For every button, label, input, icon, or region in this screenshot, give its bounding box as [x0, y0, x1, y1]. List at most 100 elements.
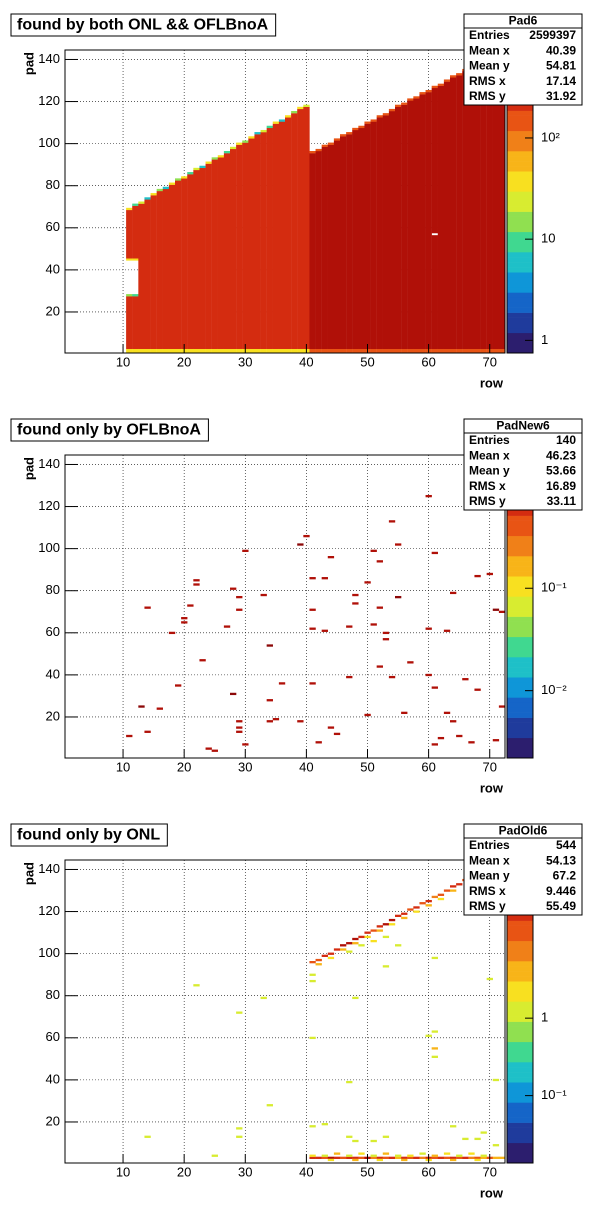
cell: [370, 121, 377, 349]
cell: [199, 165, 206, 169]
x-axis-label: row: [480, 1185, 504, 1200]
cell: [450, 348, 457, 354]
cell: [230, 692, 237, 696]
y-tick-label: 140: [38, 456, 60, 471]
cell: [333, 1156, 341, 1159]
cell: [480, 1131, 487, 1134]
cell: [303, 106, 310, 349]
cell: [260, 129, 267, 133]
cell: [346, 1135, 353, 1138]
stats-value: 140: [556, 433, 576, 447]
cell: [327, 144, 335, 349]
cell: [333, 348, 341, 354]
cell: [309, 682, 316, 685]
x-tick-label: 30: [238, 759, 252, 774]
cell: [309, 1156, 316, 1159]
stats-value: 2599397: [529, 28, 576, 42]
y-axis-label: pad: [21, 457, 36, 480]
y-axis-label: pad: [21, 52, 36, 75]
colorbar-step: [507, 206, 533, 212]
cell: [382, 638, 390, 641]
cell: [211, 1154, 218, 1157]
colorbar-step: [507, 1031, 533, 1038]
cell: [443, 79, 451, 82]
colorbar-step: [507, 171, 533, 177]
cell: [272, 348, 280, 354]
cell: [321, 629, 328, 632]
colorbar-step: [507, 687, 533, 693]
cell: [260, 593, 267, 597]
cell: [211, 348, 218, 354]
cell: [138, 203, 145, 349]
colorbar-step: [507, 1102, 533, 1108]
cell: [309, 1036, 316, 1040]
colorbar-step: [507, 262, 533, 268]
cell: [358, 1152, 365, 1155]
cell: [437, 83, 445, 86]
stats-value: 16.89: [546, 479, 576, 493]
cell: [431, 956, 438, 960]
cell: [450, 720, 457, 723]
cell: [132, 294, 139, 297]
colorbar-step: [507, 747, 533, 754]
colorbar-step: [507, 636, 533, 643]
cell: [211, 159, 218, 349]
colorbar-step: [507, 130, 533, 137]
colorbar-step: [507, 510, 533, 516]
y-tick-label: 100: [38, 135, 60, 150]
chart-title: found only by OFLBnoA: [17, 422, 201, 439]
cell: [230, 148, 237, 349]
colorbar-step: [507, 601, 533, 607]
frame-bg: [65, 455, 505, 758]
cell: [132, 205, 139, 259]
cell: [223, 625, 231, 628]
stats-name: Mean x: [469, 43, 510, 57]
cell: [156, 188, 163, 192]
cell: [395, 348, 402, 354]
cell: [413, 906, 420, 909]
cell: [291, 348, 298, 354]
cell: [309, 153, 316, 349]
cell: [156, 707, 163, 710]
y-tick-label: 20: [46, 303, 60, 318]
cell: [309, 627, 316, 630]
cell: [492, 56, 500, 349]
cell: [468, 1156, 475, 1159]
cell: [181, 178, 188, 349]
cell: [431, 348, 438, 354]
colorbar-step: [507, 1137, 533, 1144]
colorbar-step: [507, 702, 533, 708]
colorbar-step: [507, 576, 533, 582]
cell: [492, 1078, 500, 1082]
cell: [187, 172, 194, 175]
colorbar-step: [507, 550, 533, 557]
colorbar-step: [507, 1067, 533, 1073]
cell: [462, 348, 469, 354]
cell: [462, 71, 469, 349]
cell: [474, 574, 481, 578]
colorbar-step: [507, 930, 533, 937]
cell: [419, 94, 426, 349]
colorbar-step: [507, 1046, 533, 1053]
z-tick-label: 1: [541, 1010, 548, 1025]
cell: [364, 123, 371, 349]
stats-name: RMS x: [469, 479, 506, 493]
cell: [254, 134, 261, 349]
cell: [230, 587, 237, 590]
cell: [193, 169, 200, 349]
cell: [413, 1156, 420, 1159]
y-tick-label: 40: [46, 261, 60, 276]
cell: [382, 1156, 390, 1159]
cell: [468, 68, 475, 349]
cell: [413, 348, 420, 354]
stats-name: Entries: [469, 838, 510, 852]
cell: [431, 1047, 438, 1050]
cell: [480, 348, 487, 354]
cell: [352, 937, 359, 941]
cell: [382, 1152, 390, 1155]
cell: [254, 132, 261, 135]
colorbar-step: [507, 1077, 533, 1083]
cell: [144, 1135, 151, 1138]
cell: [291, 111, 298, 114]
stats-name: RMS y: [469, 89, 506, 103]
